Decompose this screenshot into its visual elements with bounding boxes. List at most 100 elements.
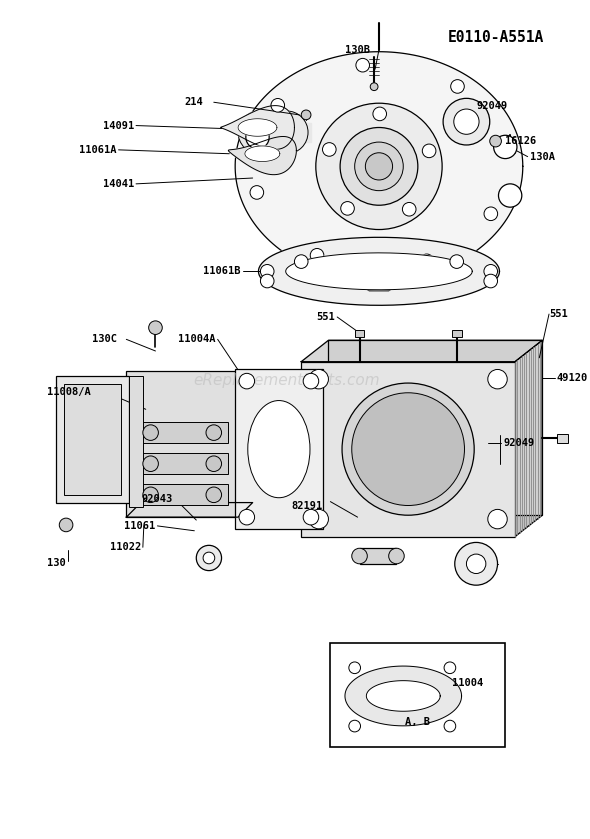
Circle shape — [488, 509, 507, 529]
Circle shape — [443, 98, 490, 145]
Circle shape — [341, 201, 355, 215]
Bar — [235, 369, 323, 529]
Circle shape — [365, 153, 392, 180]
Bar — [129, 376, 143, 508]
Circle shape — [420, 254, 434, 268]
Bar — [329, 341, 542, 515]
Text: A, B: A, B — [405, 717, 430, 727]
Circle shape — [371, 83, 378, 91]
Text: 130B: 130B — [345, 44, 370, 55]
Circle shape — [206, 487, 222, 503]
Circle shape — [206, 456, 222, 472]
Circle shape — [373, 107, 386, 121]
Circle shape — [59, 519, 73, 532]
Text: 11004A: 11004A — [178, 334, 216, 344]
Polygon shape — [258, 237, 500, 305]
Text: 16126: 16126 — [505, 136, 536, 146]
Bar — [64, 384, 122, 495]
Text: 214: 214 — [185, 97, 204, 107]
Circle shape — [250, 185, 264, 199]
Circle shape — [323, 143, 336, 156]
Bar — [126, 372, 238, 517]
Ellipse shape — [248, 400, 310, 498]
Circle shape — [271, 98, 284, 112]
Bar — [301, 362, 515, 537]
Polygon shape — [345, 666, 461, 726]
Text: 14091: 14091 — [103, 121, 134, 131]
Polygon shape — [221, 106, 294, 149]
Circle shape — [294, 255, 308, 268]
Circle shape — [143, 487, 158, 503]
Circle shape — [349, 720, 360, 732]
Text: 11008/A: 11008/A — [47, 387, 90, 397]
Text: 11061: 11061 — [124, 521, 156, 531]
Circle shape — [494, 135, 517, 159]
Text: 551: 551 — [550, 309, 568, 319]
Circle shape — [143, 456, 158, 472]
Circle shape — [342, 383, 474, 515]
Text: 130: 130 — [47, 558, 65, 568]
Circle shape — [490, 135, 502, 147]
Bar — [136, 484, 228, 505]
Bar — [136, 422, 228, 443]
Circle shape — [260, 264, 274, 278]
Text: 130A: 130A — [530, 152, 555, 162]
Bar — [557, 434, 568, 443]
Bar — [452, 330, 461, 337]
Polygon shape — [301, 341, 542, 362]
Circle shape — [444, 720, 455, 732]
Circle shape — [143, 425, 158, 440]
Polygon shape — [242, 122, 311, 142]
Text: 11022: 11022 — [110, 542, 141, 552]
Polygon shape — [366, 680, 440, 711]
Circle shape — [356, 59, 369, 72]
Circle shape — [484, 264, 497, 278]
Circle shape — [203, 552, 215, 564]
Circle shape — [422, 144, 436, 158]
Bar — [359, 548, 396, 564]
Circle shape — [340, 128, 418, 206]
Text: 551: 551 — [316, 312, 335, 322]
Circle shape — [239, 509, 255, 525]
Circle shape — [196, 545, 222, 571]
Polygon shape — [126, 503, 253, 517]
Polygon shape — [235, 52, 523, 281]
Circle shape — [352, 548, 368, 564]
Circle shape — [488, 369, 507, 389]
Circle shape — [451, 80, 464, 93]
Circle shape — [303, 509, 319, 525]
Bar — [57, 376, 129, 503]
Circle shape — [389, 548, 404, 564]
Circle shape — [454, 109, 479, 134]
Circle shape — [349, 662, 360, 674]
Circle shape — [266, 111, 308, 154]
Polygon shape — [228, 137, 296, 175]
Text: 11004: 11004 — [452, 678, 483, 688]
Polygon shape — [286, 253, 472, 289]
Polygon shape — [515, 341, 542, 537]
Circle shape — [149, 320, 162, 335]
Text: E0110-A551A: E0110-A551A — [448, 30, 544, 45]
Circle shape — [484, 207, 497, 221]
Circle shape — [309, 509, 329, 529]
Bar — [136, 453, 228, 474]
Circle shape — [238, 111, 281, 154]
Circle shape — [450, 255, 464, 268]
Circle shape — [246, 126, 269, 149]
Circle shape — [301, 110, 311, 120]
Polygon shape — [238, 119, 277, 136]
Circle shape — [402, 202, 416, 216]
Text: 92049: 92049 — [476, 102, 507, 111]
Text: eReplacementParts.com: eReplacementParts.com — [194, 373, 380, 388]
Bar — [330, 643, 505, 748]
Circle shape — [309, 369, 329, 389]
Bar — [355, 330, 365, 337]
Circle shape — [352, 393, 464, 505]
Circle shape — [310, 248, 324, 262]
Circle shape — [316, 103, 442, 230]
Text: 11061B: 11061B — [204, 266, 241, 276]
Text: 130C: 130C — [92, 334, 117, 344]
Circle shape — [444, 662, 455, 674]
Polygon shape — [245, 146, 280, 161]
Text: 14041: 14041 — [103, 179, 134, 189]
